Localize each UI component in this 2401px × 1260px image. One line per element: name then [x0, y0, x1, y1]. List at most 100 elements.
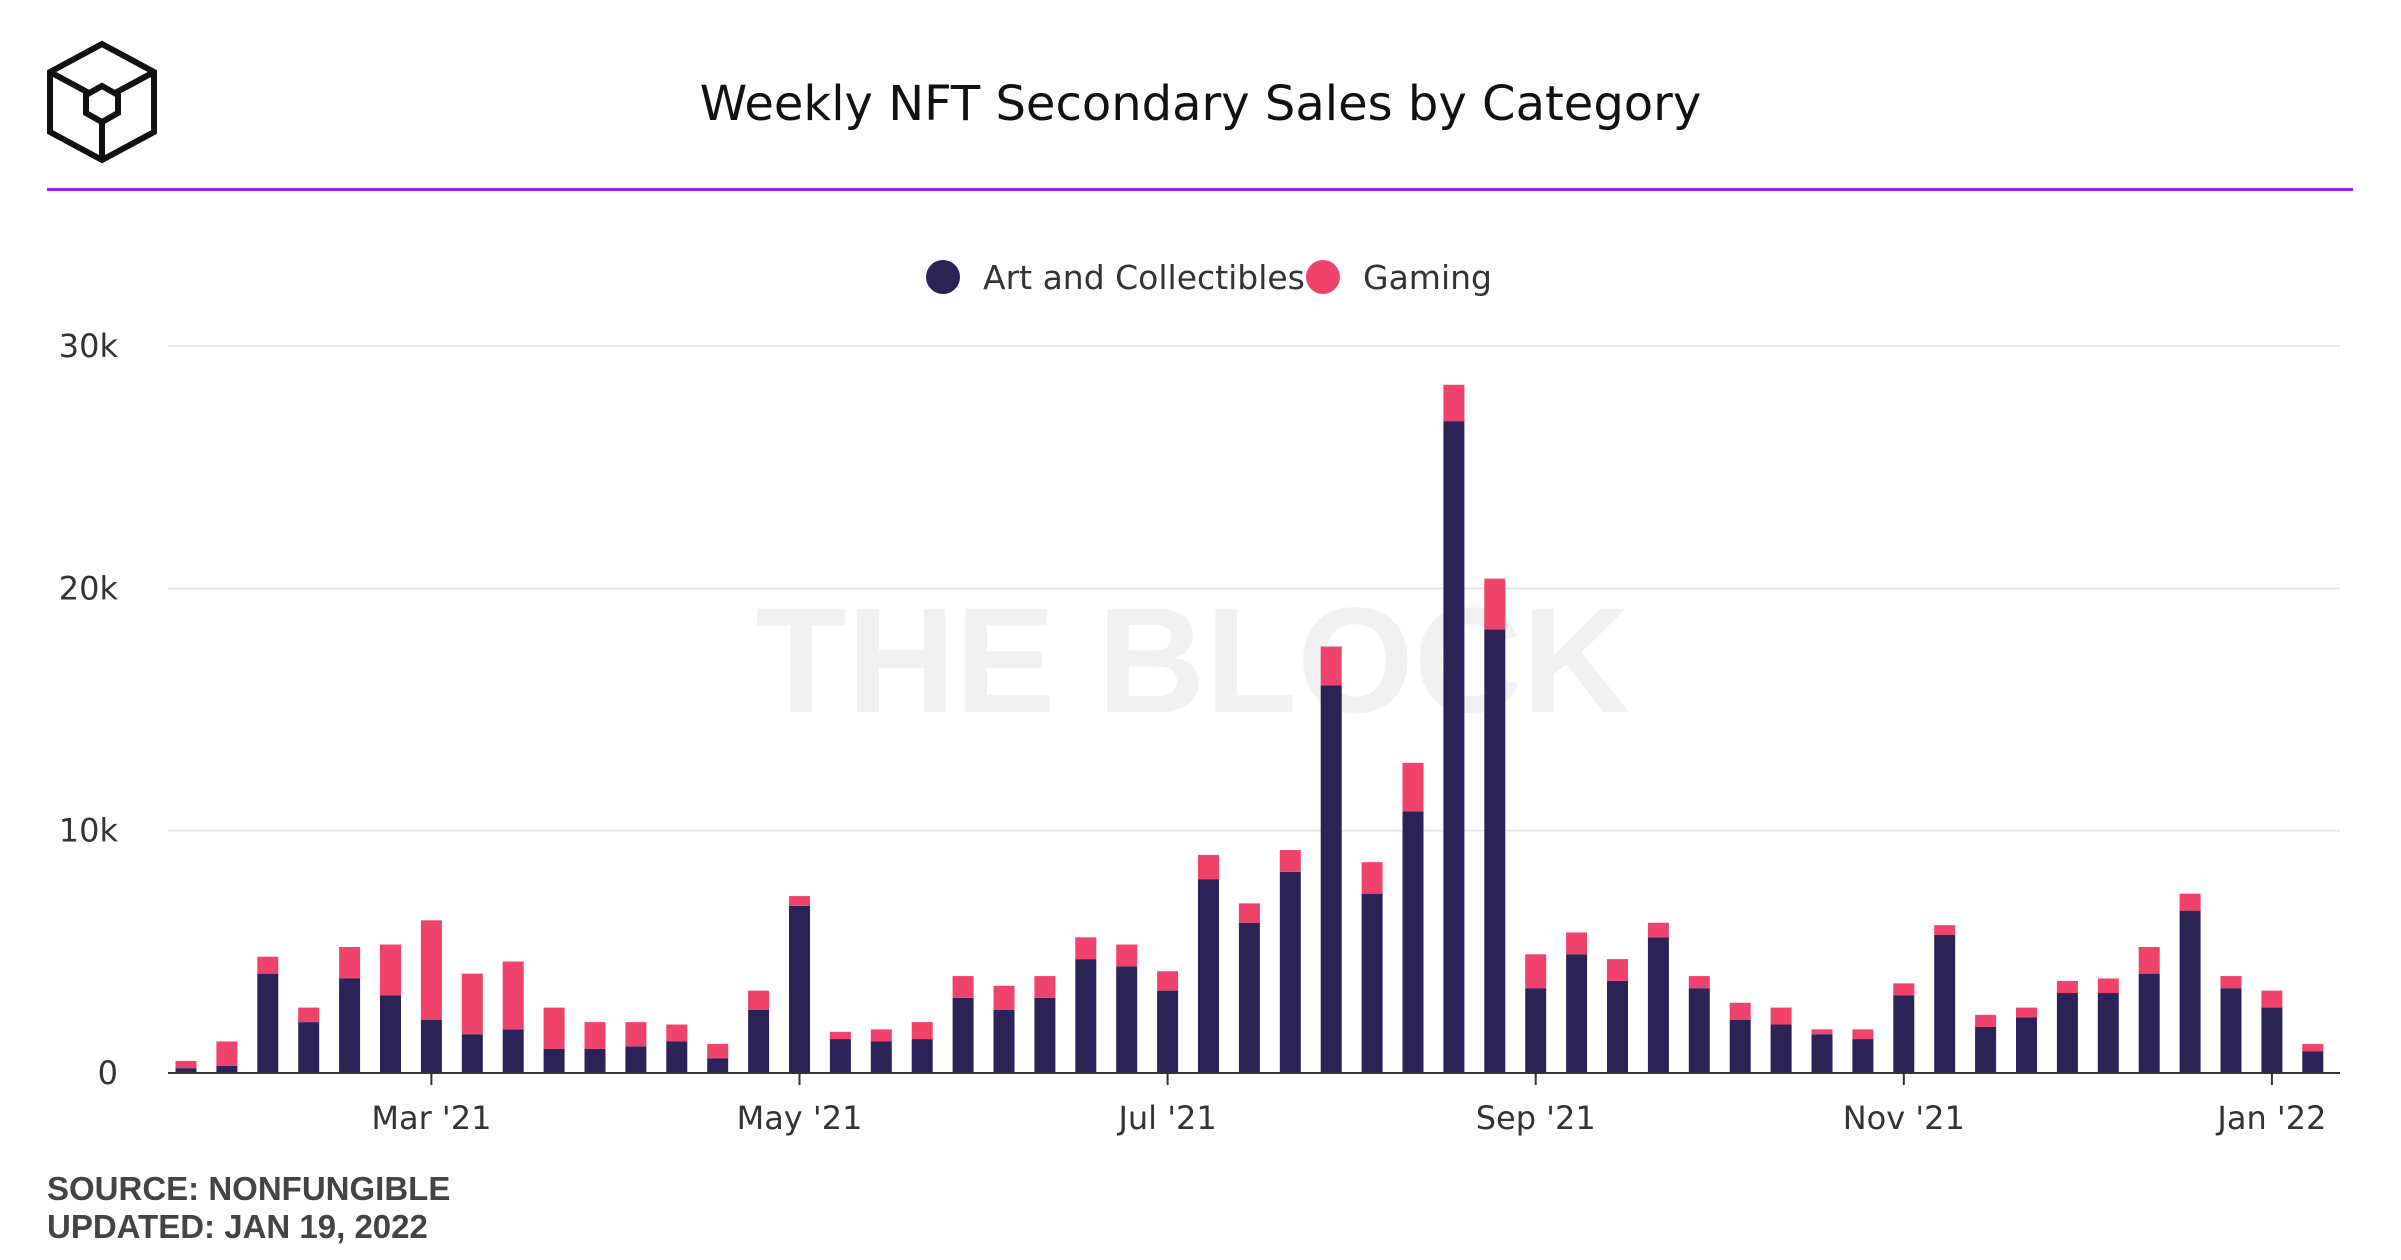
bar-gaming: [666, 1024, 688, 1042]
bar-art-and-collectibles: [461, 1034, 483, 1073]
bar-gaming: [1811, 1029, 1833, 1035]
bar-art-and-collectibles: [216, 1065, 238, 1073]
bar-gaming: [420, 920, 442, 1020]
bar-gaming: [1770, 1007, 1792, 1025]
bars: [175, 384, 2324, 1074]
bar-gaming: [1852, 1029, 1874, 1040]
bar-gaming: [1198, 854, 1219, 880]
bar-art-and-collectibles: [2138, 973, 2160, 1073]
bar-gaming: [1116, 944, 1138, 967]
bar-art-and-collectibles: [1484, 629, 1506, 1073]
x-tick-label: Nov '21: [1843, 1099, 1965, 1137]
bar-gaming: [1320, 646, 1342, 686]
bar-gaming: [829, 1031, 851, 1040]
bar-gaming: [2138, 946, 2160, 974]
bar-art-and-collectibles: [829, 1039, 851, 1073]
x-tick-label: May '21: [737, 1099, 863, 1137]
bar-gaming: [870, 1029, 892, 1042]
bar-art-and-collectibles: [748, 1009, 770, 1073]
bar-gaming: [1647, 922, 1669, 938]
updated-note: UPDATED: JAN 19, 2022: [47, 1208, 428, 1245]
bar-gaming: [543, 1007, 565, 1049]
bar-gaming: [2097, 978, 2119, 994]
bar-art-and-collectibles: [2179, 910, 2201, 1073]
bar-art-and-collectibles: [1075, 959, 1097, 1073]
bar-gaming: [1566, 932, 1588, 955]
bar-gaming: [1034, 976, 1056, 998]
bar-art-and-collectibles: [257, 973, 279, 1073]
bar-art-and-collectibles: [1852, 1039, 1874, 1073]
bar-gaming: [1402, 762, 1424, 812]
bar-art-and-collectibles: [175, 1068, 197, 1073]
footer: SOURCE: NONFUNGIBLE UPDATED: JAN 19, 202…: [47, 1170, 450, 1246]
bar-gaming: [1484, 578, 1506, 630]
legend-swatch-art: [926, 260, 960, 294]
y-tick-label: 10k: [59, 812, 119, 850]
y-tick-label: 30k: [59, 327, 119, 365]
x-tick-label: Jul '21: [1116, 1099, 1216, 1137]
bar-art-and-collectibles: [339, 978, 361, 1073]
x-tick-label: Mar '21: [371, 1099, 491, 1137]
gridlines: [168, 345, 2340, 832]
bar-gaming: [257, 956, 279, 974]
bar-gaming: [339, 946, 361, 979]
bar-gaming: [216, 1041, 238, 1066]
bar-gaming: [461, 973, 483, 1035]
bar-gaming: [584, 1022, 606, 1049]
bar-art-and-collectibles: [789, 905, 810, 1073]
the-block-logo: [47, 40, 157, 164]
bar-art-and-collectibles: [1320, 685, 1342, 1073]
bar-gaming: [1279, 850, 1301, 872]
bar-art-and-collectibles: [1566, 954, 1588, 1073]
bar-gaming: [1688, 976, 1710, 989]
bar-art-and-collectibles: [1729, 1019, 1751, 1073]
bar-art-and-collectibles: [1198, 879, 1219, 1073]
header-divider: [47, 188, 2353, 191]
bar-art-and-collectibles: [666, 1041, 688, 1073]
y-axis-ticks: 0 10k 20k 30k: [59, 327, 119, 1092]
bar-gaming: [789, 896, 810, 906]
source-note: SOURCE: NONFUNGIBLE: [47, 1170, 451, 1207]
bar-art-and-collectibles: [1034, 997, 1056, 1073]
bar-gaming: [175, 1060, 197, 1069]
bar-gaming: [2261, 990, 2283, 1008]
bar-art-and-collectibles: [870, 1041, 892, 1073]
bar-gaming: [1729, 1002, 1751, 1020]
bar-art-and-collectibles: [1893, 995, 1915, 1073]
bar-gaming: [911, 1022, 933, 1040]
legend-swatch-gaming: [1306, 260, 1340, 294]
bar-gaming: [1607, 959, 1628, 981]
bar-gaming: [1238, 903, 1260, 923]
bar-art-and-collectibles: [502, 1029, 524, 1073]
bar-art-and-collectibles: [1157, 990, 1179, 1073]
bar-art-and-collectibles: [707, 1058, 729, 1073]
bar-art-and-collectibles: [1647, 937, 1669, 1073]
bar-art-and-collectibles: [380, 995, 401, 1073]
bar-art-and-collectibles: [1361, 893, 1383, 1073]
bar-gaming: [625, 1022, 647, 1047]
bar-gaming: [1934, 925, 1956, 935]
bar-gaming: [2179, 893, 2201, 911]
bar-art-and-collectibles: [952, 997, 974, 1073]
bar-art-and-collectibles: [1443, 421, 1465, 1074]
bar-art-and-collectibles: [2016, 1017, 2037, 1073]
bar-art-and-collectibles: [1238, 922, 1260, 1073]
bar-art-and-collectibles: [1525, 988, 1547, 1073]
legend: Art and Collectibles Gaming: [926, 258, 1492, 297]
bar-art-and-collectibles: [2220, 988, 2242, 1073]
bar-art-and-collectibles: [1975, 1026, 1997, 1073]
y-tick-label: 20k: [59, 569, 119, 607]
x-tick-label: Sep '21: [1476, 1099, 1596, 1137]
bar-art-and-collectibles: [1688, 988, 1710, 1073]
x-tick-label: Jan '22: [2215, 1099, 2326, 1137]
bar-art-and-collectibles: [1279, 871, 1301, 1073]
bar-art-and-collectibles: [1811, 1034, 1833, 1073]
bar-art-and-collectibles: [1934, 934, 1956, 1073]
bar-gaming: [1893, 983, 1915, 996]
bar-gaming: [298, 1007, 320, 1023]
bar-art-and-collectibles: [543, 1048, 565, 1073]
bar-art-and-collectibles: [1770, 1024, 1792, 1073]
bar-gaming: [380, 944, 401, 996]
bar-art-and-collectibles: [584, 1048, 606, 1073]
